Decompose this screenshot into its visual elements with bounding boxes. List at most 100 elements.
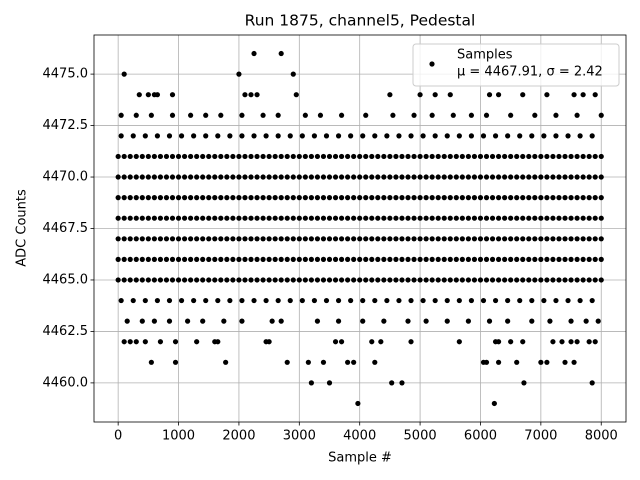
point — [453, 277, 459, 283]
point — [465, 277, 471, 283]
point — [423, 174, 429, 180]
point — [453, 195, 459, 201]
point — [387, 215, 393, 221]
point — [338, 256, 345, 262]
point — [405, 153, 411, 160]
point — [251, 297, 257, 304]
point — [405, 236, 411, 242]
point — [127, 174, 133, 180]
point — [357, 215, 363, 221]
point — [574, 215, 580, 221]
point — [284, 195, 290, 201]
point — [520, 277, 526, 283]
point — [574, 339, 580, 345]
point — [483, 277, 490, 283]
point — [363, 153, 369, 160]
point — [332, 195, 339, 201]
x-tick-label: 5000 — [404, 429, 437, 444]
point — [242, 153, 248, 160]
point — [520, 92, 526, 98]
point — [212, 195, 218, 201]
point — [139, 318, 145, 324]
point — [435, 215, 441, 221]
y-tick-label: 4462.5 — [43, 324, 89, 339]
x-tick-label: 1000 — [162, 429, 195, 444]
point — [308, 236, 314, 242]
point — [465, 153, 471, 160]
point — [145, 215, 151, 221]
point — [200, 236, 206, 242]
point — [338, 195, 345, 201]
point — [121, 195, 127, 201]
point — [302, 277, 308, 283]
point — [127, 256, 133, 262]
point — [387, 277, 393, 283]
point — [175, 277, 182, 283]
point — [348, 297, 354, 304]
point — [399, 153, 405, 160]
point — [456, 297, 462, 304]
point — [423, 318, 429, 324]
point — [505, 318, 511, 324]
point — [483, 359, 490, 365]
point — [598, 277, 604, 283]
point — [502, 153, 508, 160]
point — [254, 174, 260, 180]
point — [227, 133, 233, 139]
point — [538, 195, 544, 201]
point — [206, 236, 212, 242]
point — [242, 277, 248, 283]
point — [308, 256, 314, 262]
point — [580, 195, 586, 201]
point — [568, 277, 574, 283]
point — [338, 174, 345, 180]
point — [308, 215, 314, 221]
point — [574, 153, 580, 160]
point — [589, 297, 595, 304]
point — [556, 256, 562, 262]
point — [598, 236, 604, 242]
point — [447, 256, 453, 262]
point — [326, 215, 333, 221]
point — [212, 174, 218, 180]
point — [381, 236, 387, 242]
point — [260, 277, 266, 283]
point — [544, 236, 550, 242]
point — [194, 174, 200, 180]
point — [568, 195, 574, 201]
point — [311, 297, 318, 304]
point — [230, 277, 236, 283]
point — [465, 195, 471, 201]
point — [495, 215, 502, 221]
point — [121, 256, 127, 262]
point — [314, 174, 321, 180]
point — [239, 318, 245, 324]
point — [212, 153, 218, 160]
point — [468, 112, 475, 118]
point — [175, 195, 182, 201]
x-tick-label: 7000 — [524, 429, 557, 444]
point — [477, 153, 484, 160]
point — [254, 256, 260, 262]
point — [272, 236, 278, 242]
point — [411, 215, 417, 221]
point — [468, 297, 475, 304]
point — [432, 297, 438, 304]
point — [248, 277, 254, 283]
point — [169, 153, 176, 160]
point — [308, 380, 314, 386]
point — [502, 236, 508, 242]
point — [514, 277, 520, 283]
point — [320, 215, 327, 221]
point — [266, 236, 272, 242]
point — [372, 359, 378, 365]
point — [456, 133, 462, 139]
point — [320, 153, 327, 160]
point — [532, 153, 538, 160]
point — [477, 277, 484, 283]
point — [308, 174, 314, 180]
point — [592, 215, 598, 221]
legend-label: Samples — [457, 48, 513, 63]
point — [589, 133, 595, 139]
point — [188, 256, 194, 262]
